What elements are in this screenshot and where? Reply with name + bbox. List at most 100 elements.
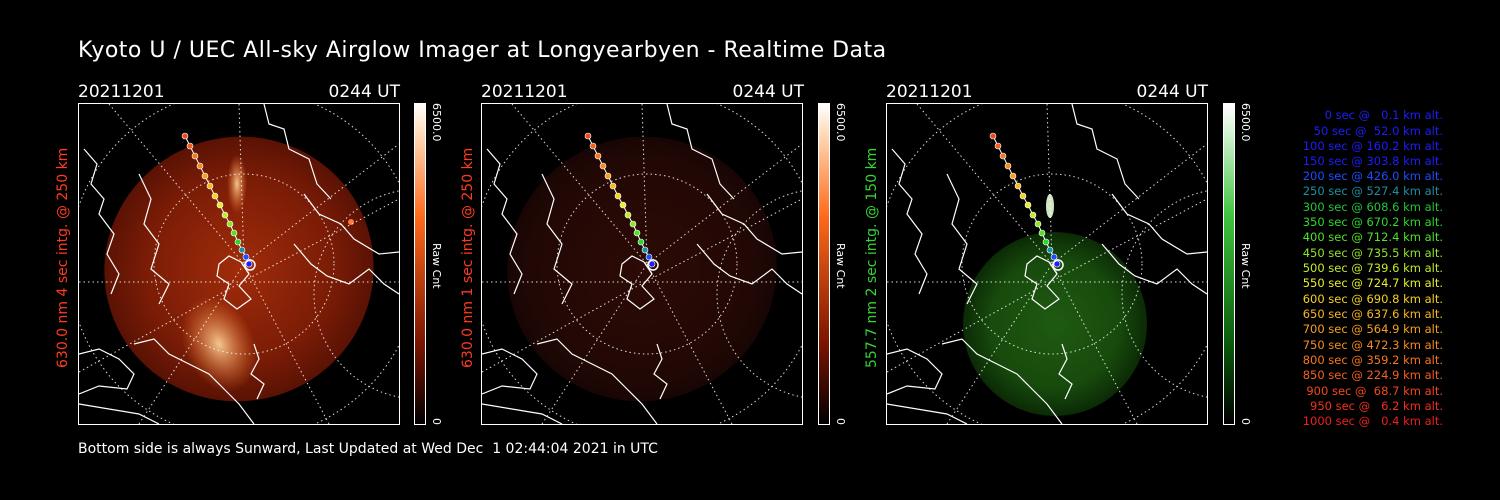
trajectory-point (594, 152, 602, 160)
trajectory-point (1034, 220, 1042, 228)
legend-entry: 1000 sec @ 0.4 km alt. (1302, 414, 1443, 428)
panel-2-image (481, 103, 803, 425)
coastline (133, 338, 255, 424)
trajectory-point (614, 192, 622, 200)
coastline (1111, 193, 1207, 255)
coastline (138, 173, 170, 305)
coastline (216, 255, 252, 310)
legend-entry: 700 sec @ 564.9 km alt. (1302, 322, 1443, 336)
legend-entry: 600 sec @ 690.8 km alt. (1302, 292, 1443, 306)
observatory-marker (244, 259, 256, 271)
legend-entry: 650 sec @ 637.6 km alt. (1302, 307, 1443, 321)
coastline (293, 243, 399, 295)
trajectory-point (1004, 162, 1012, 170)
trajectory-point (604, 172, 612, 180)
trajectory-point (589, 142, 597, 150)
footer-note: Bottom side is always Sunward, Last Upda… (78, 441, 658, 457)
trajectory-point (1029, 211, 1037, 219)
panel-3-label: 557.7 nm 2 sec intg. @ 150 km (864, 147, 880, 368)
trajectory-point (994, 142, 1002, 150)
grid-line (887, 198, 1207, 373)
trajectory-point (641, 246, 649, 254)
panel-1-cbar-min: 0 (430, 418, 443, 425)
legend-entry: 550 sec @ 724.7 km alt. (1302, 276, 1443, 290)
coastline (941, 338, 1063, 424)
panel-2-colorbar (818, 103, 830, 425)
trajectory-point (1014, 182, 1022, 190)
panel-3-image (886, 103, 1208, 425)
trajectory-point (221, 211, 229, 219)
aurora-patch (180, 296, 258, 392)
legend-entry: 800 sec @ 359.2 km alt. (1302, 353, 1443, 367)
legend-entry: 500 sec @ 739.6 km alt. (1302, 261, 1443, 275)
legend-entry: 850 sec @ 224.9 km alt. (1302, 368, 1443, 382)
trajectory-point (226, 220, 234, 228)
panel-3-colorbar (1223, 103, 1235, 425)
grid-line (716, 190, 802, 398)
grid-line (1121, 190, 1207, 398)
trajectory-point (242, 253, 250, 261)
panel-2-time: 0244 UT (732, 82, 805, 102)
trajectory-point (619, 201, 627, 209)
coastline (946, 173, 978, 305)
grid-line (1051, 263, 1138, 424)
coastline (486, 148, 523, 295)
trajectory-point (1042, 238, 1050, 246)
coastline (1071, 104, 1140, 200)
trajectory-point (186, 142, 194, 150)
grid-line (556, 173, 738, 355)
trajectory-point (196, 162, 204, 170)
trajectory-point (633, 229, 641, 237)
panel-2-cbar-unit: Raw Cnt (834, 243, 847, 289)
coastline (619, 255, 655, 310)
aurora-patch (227, 154, 247, 214)
legend-entry: 400 sec @ 712.4 km alt. (1302, 230, 1443, 244)
panel-3-time: 0244 UT (1136, 82, 1209, 102)
panel-3-cbar-unit: Raw Cnt (1239, 243, 1252, 289)
panel-1-time: 0244 UT (328, 82, 401, 102)
observatory-marker (647, 259, 659, 271)
legend-entry: 200 sec @ 426.0 km alt. (1302, 169, 1443, 183)
grid-line (961, 173, 1143, 355)
coastline (887, 348, 943, 395)
trajectory-point (1038, 229, 1046, 237)
trajectory-point (206, 182, 214, 190)
panel-1-cbar-unit: Raw Cnt (430, 243, 443, 289)
panel-3-cbar-max: 6500.0 (1239, 103, 1252, 142)
coastline (1101, 243, 1207, 295)
trajectory-point (599, 162, 607, 170)
legend-entry: 100 sec @ 160.2 km alt. (1302, 139, 1443, 153)
trajectory-point (245, 260, 253, 268)
trajectory-point (238, 246, 246, 254)
coastline (303, 193, 399, 255)
panel-3-cbar-min: 0 (1239, 418, 1252, 425)
panel-1-date: 20211201 (78, 82, 165, 102)
grid-line (138, 263, 245, 424)
panel-1-image (78, 103, 400, 425)
panel-2-cbar-max: 6500.0 (834, 103, 847, 142)
trajectory-point (216, 201, 224, 209)
bright-spot (348, 219, 354, 225)
grid-line (313, 190, 399, 398)
grid-line (946, 263, 1053, 424)
grid-line (541, 263, 648, 424)
sky-image (507, 136, 777, 402)
legend-entry: 450 sec @ 735.5 km alt. (1302, 246, 1443, 260)
trajectory-point (181, 132, 189, 140)
trajectory-point (584, 132, 592, 140)
coastline (250, 343, 265, 400)
panel-2-label: 630.0 nm 1 sec intg. @ 250 km (460, 147, 476, 368)
coastline (891, 148, 928, 295)
legend-entry: 300 sec @ 608.6 km alt. (1302, 200, 1443, 214)
coastline (887, 403, 968, 424)
legend-entry: 250 sec @ 527.4 km alt. (1302, 184, 1443, 198)
trajectory-point (201, 172, 209, 180)
trajectory-point (1050, 253, 1058, 261)
legend-entry: 950 sec @ 6.2 km alt. (1310, 399, 1443, 413)
legend-entry: 750 sec @ 472.3 km alt. (1302, 338, 1443, 352)
trajectory-point (234, 238, 242, 246)
coastline (79, 348, 135, 395)
trajectory-point (1024, 201, 1032, 209)
grid-line (646, 263, 733, 424)
panel-1-cbar-max: 6500.0 (430, 103, 443, 142)
